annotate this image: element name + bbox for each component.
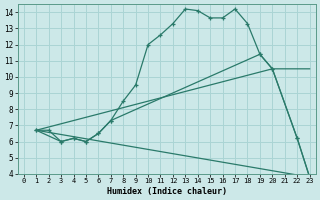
- X-axis label: Humidex (Indice chaleur): Humidex (Indice chaleur): [107, 187, 227, 196]
